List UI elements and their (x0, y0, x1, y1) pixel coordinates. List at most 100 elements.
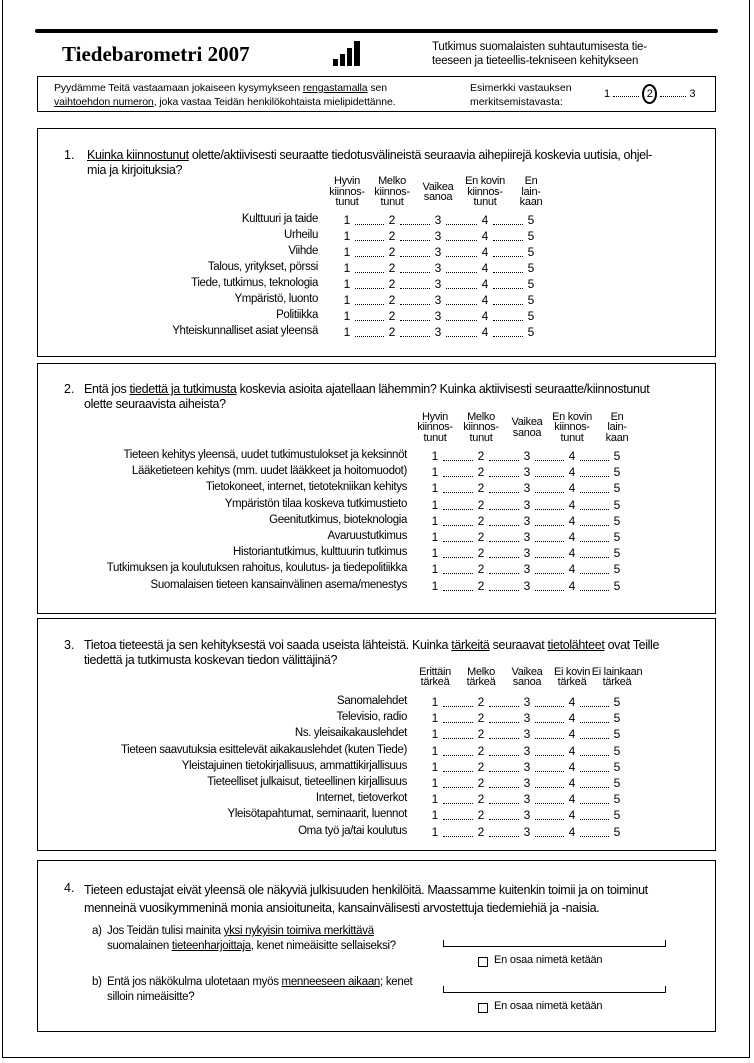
rating-option-4[interactable]: 4 (481, 309, 489, 323)
rating-option-5[interactable]: 5 (613, 824, 621, 839)
rating-option-2[interactable]: 2 (477, 743, 485, 758)
rating-option-4[interactable]: 4 (568, 562, 576, 577)
rating-option-2[interactable]: 2 (477, 695, 485, 709)
rating-option-4[interactable]: 4 (568, 727, 576, 742)
rating-option-5[interactable]: 5 (613, 695, 621, 709)
rating-option-5[interactable]: 5 (527, 229, 535, 243)
rating-option-2[interactable]: 2 (388, 245, 396, 259)
checkbox[interactable] (478, 957, 488, 967)
rating-option-4[interactable]: 4 (481, 229, 489, 243)
rating-option-5[interactable]: 5 (613, 792, 621, 807)
rating-option-4[interactable]: 4 (568, 497, 576, 512)
rating-option-4[interactable]: 4 (568, 792, 576, 807)
rating-option-3[interactable]: 3 (434, 229, 442, 243)
rating-option-5[interactable]: 5 (613, 546, 621, 561)
rating-option-5[interactable]: 5 (613, 449, 621, 463)
rating-option-2[interactable]: 2 (388, 293, 396, 307)
rating-option-3[interactable]: 3 (523, 449, 531, 463)
rating-option-4[interactable]: 4 (481, 325, 489, 339)
rating-option-4[interactable]: 4 (481, 213, 489, 227)
rating-option-4[interactable]: 4 (568, 695, 576, 709)
rating-option-2[interactable]: 2 (388, 213, 396, 227)
rating-option-2[interactable]: 2 (477, 824, 485, 839)
rating-option-3[interactable]: 3 (523, 792, 531, 807)
rating-option-2[interactable]: 2 (388, 277, 396, 291)
rating-option-5[interactable]: 5 (613, 808, 621, 823)
rating-option-3[interactable]: 3 (523, 578, 531, 593)
rating-option-1[interactable]: 1 (343, 277, 351, 291)
rating-option-1[interactable]: 1 (431, 530, 439, 544)
rating-option-3[interactable]: 3 (523, 824, 531, 839)
rating-option-4[interactable]: 4 (568, 465, 576, 480)
rating-option-5[interactable]: 5 (613, 711, 621, 726)
rating-option-1[interactable]: 1 (431, 465, 439, 480)
rating-option-2[interactable]: 2 (477, 759, 485, 774)
answer-field[interactable] (443, 940, 666, 947)
rating-option-3[interactable]: 3 (434, 325, 442, 339)
checkbox[interactable] (478, 1003, 488, 1013)
rating-option-4[interactable]: 4 (568, 743, 576, 758)
rating-option-2[interactable]: 2 (477, 578, 485, 593)
rating-option-2[interactable]: 2 (388, 309, 396, 323)
rating-option-1[interactable]: 1 (431, 695, 439, 709)
rating-option-1[interactable]: 1 (431, 449, 439, 463)
rating-option-2[interactable]: 2 (477, 776, 485, 790)
rating-option-5[interactable]: 5 (613, 497, 621, 512)
rating-option-5[interactable]: 5 (613, 743, 621, 758)
rating-option-3[interactable]: 3 (523, 562, 531, 577)
rating-option-1[interactable]: 1 (431, 562, 439, 577)
rating-option-2[interactable]: 2 (477, 513, 485, 528)
rating-option-2[interactable]: 2 (477, 808, 485, 823)
rating-option-3[interactable]: 3 (523, 759, 531, 774)
rating-option-1[interactable]: 1 (431, 743, 439, 758)
rating-option-2[interactable]: 2 (477, 530, 485, 544)
rating-option-5[interactable]: 5 (527, 245, 535, 259)
rating-option-1[interactable]: 1 (431, 759, 439, 774)
rating-option-5[interactable]: 5 (527, 277, 535, 291)
rating-option-4[interactable]: 4 (568, 759, 576, 774)
rating-option-4[interactable]: 4 (568, 449, 576, 463)
rating-option-4[interactable]: 4 (568, 578, 576, 593)
rating-option-5[interactable]: 5 (527, 293, 535, 307)
rating-option-5[interactable]: 5 (613, 481, 621, 496)
rating-option-5[interactable]: 5 (527, 213, 535, 227)
rating-option-5[interactable]: 5 (613, 759, 621, 774)
rating-option-1[interactable]: 1 (343, 245, 351, 259)
rating-option-2[interactable]: 2 (477, 546, 485, 561)
rating-option-1[interactable]: 1 (431, 808, 439, 823)
rating-option-1[interactable]: 1 (431, 578, 439, 593)
rating-option-4[interactable]: 4 (481, 277, 489, 291)
rating-option-4[interactable]: 4 (481, 293, 489, 307)
rating-option-2[interactable]: 2 (388, 229, 396, 243)
rating-option-3[interactable]: 3 (434, 309, 442, 323)
rating-option-1[interactable]: 1 (431, 513, 439, 528)
rating-option-4[interactable]: 4 (568, 546, 576, 561)
rating-option-5[interactable]: 5 (613, 578, 621, 593)
rating-option-2[interactable]: 2 (477, 711, 485, 726)
rating-option-1[interactable]: 1 (343, 213, 351, 227)
rating-option-3[interactable]: 3 (523, 546, 531, 561)
rating-option-1[interactable]: 1 (431, 711, 439, 726)
rating-option-1[interactable]: 1 (431, 497, 439, 512)
rating-option-2[interactable]: 2 (477, 562, 485, 577)
rating-option-2[interactable]: 2 (477, 727, 485, 742)
rating-option-1[interactable]: 1 (343, 229, 351, 243)
rating-option-5[interactable]: 5 (527, 325, 535, 339)
rating-option-5[interactable]: 5 (527, 309, 535, 323)
rating-option-3[interactable]: 3 (523, 711, 531, 726)
rating-option-2[interactable]: 2 (477, 465, 485, 480)
rating-option-5[interactable]: 5 (613, 776, 621, 790)
rating-option-4[interactable]: 4 (481, 245, 489, 259)
rating-option-4[interactable]: 4 (568, 824, 576, 839)
rating-option-3[interactable]: 3 (523, 695, 531, 709)
rating-option-2[interactable]: 2 (477, 449, 485, 463)
rating-option-3[interactable]: 3 (523, 776, 531, 790)
rating-option-3[interactable]: 3 (523, 743, 531, 758)
rating-option-4[interactable]: 4 (568, 808, 576, 823)
rating-option-3[interactable]: 3 (434, 245, 442, 259)
rating-option-3[interactable]: 3 (523, 727, 531, 742)
rating-option-1[interactable]: 1 (343, 261, 351, 275)
rating-option-3[interactable]: 3 (523, 808, 531, 823)
rating-option-5[interactable]: 5 (613, 465, 621, 480)
rating-option-2[interactable]: 2 (477, 481, 485, 496)
